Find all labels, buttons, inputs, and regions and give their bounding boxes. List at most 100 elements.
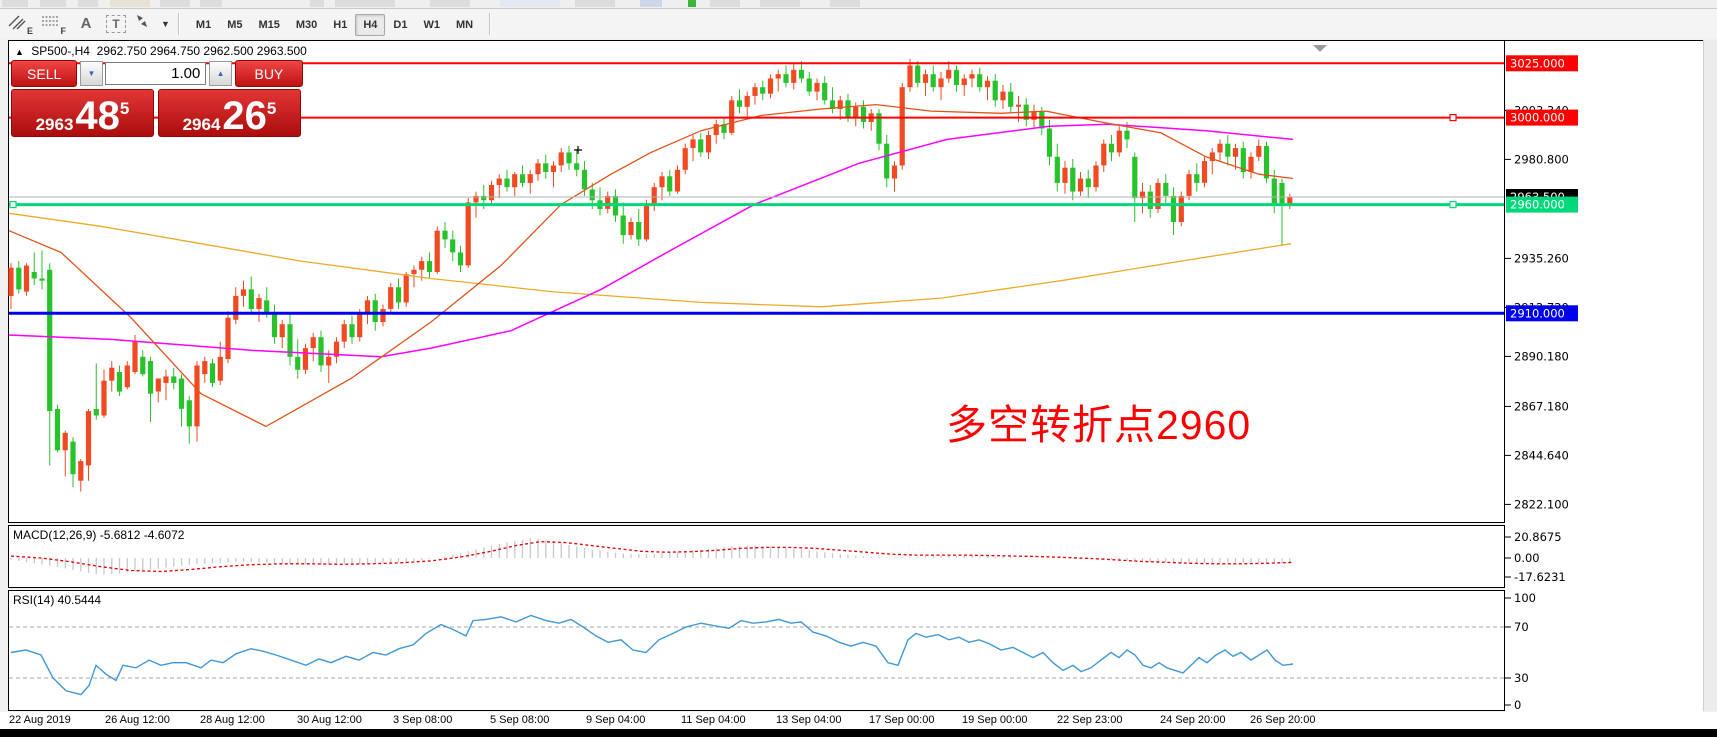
toolbar-fragment <box>110 0 150 7</box>
macd-histogram <box>10 538 1291 575</box>
one-click-trading-panel: SELL ▼ 1.00 ▲ BUY 2963 48 5 2964 26 5 <box>11 60 303 137</box>
svg-text:20.8675: 20.8675 <box>1514 530 1562 544</box>
price-badge <box>1506 109 1578 126</box>
toolbar-fragment <box>575 0 615 7</box>
toolbar-fragment <box>710 0 740 7</box>
macd-indicator-pane[interactable]: MACD(12,26,9) -5.6812 -4.6072 <box>8 525 1505 588</box>
toolbar: E F A T ▼ M1 M5 M15 M30 H1 H4 D1 W1 MN <box>0 9 1717 38</box>
toolbar-fragment <box>500 0 560 7</box>
timeframe-button-mn[interactable]: MN <box>455 18 474 31</box>
toolbar-fragment <box>640 0 662 7</box>
svg-text:-17.6231: -17.6231 <box>1514 570 1566 584</box>
time-axis-label: 22 Sep 23:00 <box>1057 714 1123 726</box>
svg-text:2890.180: 2890.180 <box>1514 349 1569 363</box>
line-handle[interactable] <box>1449 201 1457 209</box>
time-axis-label: 11 Sep 04:00 <box>681 714 746 726</box>
ask-price-display[interactable]: 2964 26 5 <box>158 89 301 137</box>
rsi-indicator-pane[interactable]: RSI(14) 40.5444 <box>8 590 1505 711</box>
collapse-icon[interactable]: ▲ <box>15 47 24 57</box>
text-icon[interactable]: A <box>80 15 92 32</box>
time-axis-label: 22 Aug 2019 <box>9 714 71 726</box>
scroll-marker-icon <box>1313 45 1327 52</box>
price-chart-pane[interactable]: ▲ SP500-,H4 2962.750 2964.750 2962.500 2… <box>8 40 1505 523</box>
timeframe-button-m1[interactable]: M1 <box>195 18 212 31</box>
toolbar-fragment <box>830 0 860 7</box>
price-badge <box>1506 196 1578 213</box>
time-axis-label: 19 Sep 00:00 <box>962 714 1028 726</box>
timeframe-button-h4[interactable]: H4 <box>355 13 386 36</box>
toolbar-fragment <box>335 0 395 7</box>
price-axis[interactable]: 3003.3402980.8002935.2602912.7202890.180… <box>1505 40 1703 713</box>
ohlc-values: 2962.750 2964.750 2962.500 2963.500 <box>96 44 307 58</box>
bid-price-display[interactable]: 2963 48 5 <box>11 89 154 137</box>
time-axis-label: 9 Sep 04:00 <box>586 714 646 726</box>
svg-text:3025.000: 3025.000 <box>1510 56 1565 70</box>
timeframe-button-h1[interactable]: H1 <box>333 18 348 31</box>
fibonacci-icon[interactable]: F <box>42 15 66 36</box>
toolbar-fragment <box>160 0 190 7</box>
toolbar-fragment <box>310 0 324 7</box>
svg-text:2980.800: 2980.800 <box>1514 152 1569 166</box>
timeframe-button-w1[interactable]: W1 <box>423 18 440 31</box>
toolbar-fragment <box>430 0 470 7</box>
timeframe-button-m30[interactable]: M30 <box>295 18 318 31</box>
time-axis-label: 26 Sep 20:00 <box>1250 714 1316 726</box>
toolbar-fragment <box>78 0 98 7</box>
candlestick-chart[interactable] <box>8 41 1504 522</box>
svg-text:0.00: 0.00 <box>1514 551 1540 565</box>
svg-text:3000.000: 3000.000 <box>1510 111 1565 125</box>
time-axis-label: 26 Aug 12:00 <box>105 714 170 726</box>
timeframe-button-d1[interactable]: D1 <box>393 18 408 31</box>
timeframe-button-m5[interactable]: M5 <box>227 18 243 31</box>
bid-pip-digit: 5 <box>119 99 130 118</box>
macd-signal-line <box>10 540 1294 573</box>
rsi-line <box>10 614 1294 696</box>
arrows-icon[interactable] <box>133 13 159 35</box>
text-label-icon[interactable]: T <box>106 14 126 33</box>
chevron-down-icon[interactable]: ▼ <box>161 18 170 29</box>
ma-slow-orange <box>8 212 1292 308</box>
time-axis-label: 30 Aug 12:00 <box>297 714 362 726</box>
svg-text:2935.260: 2935.260 <box>1514 251 1569 265</box>
timeframe-button-m15[interactable]: M15 <box>258 18 280 31</box>
svg-text:2910.000: 2910.000 <box>1510 306 1565 320</box>
time-axis[interactable]: 22 Aug 2019 26 Aug 12:00 28 Aug 12:00 30 Au… <box>0 712 1717 729</box>
symbol-period-label: SP500-,H4 <box>31 44 90 58</box>
rsi-plot <box>9 614 1504 696</box>
chart-annotation-text[interactable]: 多空转折点2960 <box>946 402 1252 448</box>
line-handle[interactable] <box>1449 113 1457 122</box>
ask-pip-digit: 5 <box>266 99 277 118</box>
line-handle[interactable] <box>9 201 17 209</box>
time-axis-label: 24 Sep 20:00 <box>1160 714 1226 726</box>
svg-text:2867.180: 2867.180 <box>1514 399 1569 413</box>
sell-button[interactable]: SELL <box>11 60 78 87</box>
bottom-bar <box>0 729 1717 737</box>
rsi-label: RSI(14) 40.5444 <box>13 593 102 607</box>
volume-decrease-button[interactable]: ▼ <box>80 61 103 86</box>
clipped-upper-toolbar <box>0 0 1717 9</box>
time-axis-label: 17 Sep 00:00 <box>869 714 935 726</box>
buy-button[interactable]: BUY <box>234 60 303 87</box>
volume-increase-button[interactable]: ▲ <box>209 61 232 86</box>
bid-base: 2963 <box>35 115 74 134</box>
equidistant-channel-icon[interactable]: E <box>7 13 33 36</box>
time-axis-label: 28 Aug 12:00 <box>200 714 265 726</box>
ask-big-digits: 26 <box>222 94 267 138</box>
macd-label: MACD(12,26,9) -5.6812 -4.6072 <box>13 528 185 542</box>
cross-marker <box>574 146 582 154</box>
bid-big-digits: 48 <box>75 94 120 138</box>
svg-text:2844.640: 2844.640 <box>1514 448 1569 462</box>
ma-medium-magenta <box>8 123 1294 358</box>
svg-text:30: 30 <box>1514 671 1529 685</box>
toolbar-fragment <box>688 0 696 7</box>
toolbar-fragment <box>200 0 222 7</box>
price-badge <box>1506 305 1578 322</box>
toolbar-separator <box>489 12 492 35</box>
time-axis-label: 3 Sep 08:00 <box>393 714 453 726</box>
chart-header: ▲ SP500-,H4 2962.750 2964.750 2962.500 2… <box>15 44 307 58</box>
toolbar-fragment <box>2 0 28 7</box>
vertical-scrollbar[interactable] <box>1703 40 1717 711</box>
time-axis-label: 13 Sep 04:00 <box>776 714 842 726</box>
volume-input[interactable]: 1.00 <box>104 62 207 85</box>
svg-text:2960.000: 2960.000 <box>1510 198 1565 212</box>
